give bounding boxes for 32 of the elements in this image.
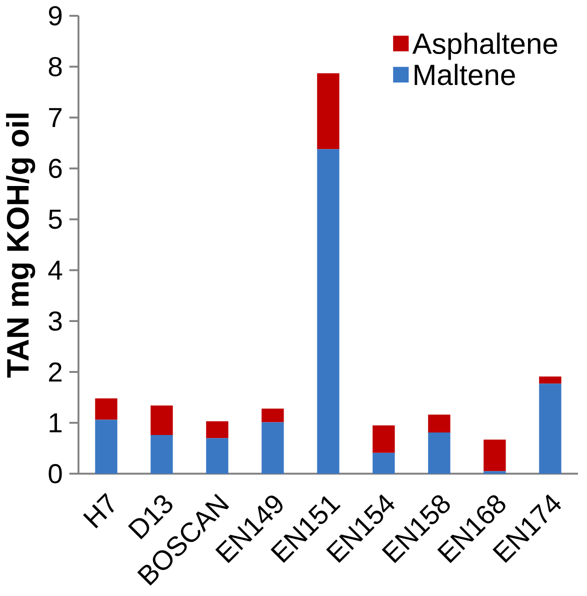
bar <box>206 421 229 438</box>
bar <box>372 425 396 453</box>
y-tick-label: 2 <box>49 362 62 382</box>
bar <box>484 440 506 472</box>
y-tick-label: 4 <box>48 260 62 280</box>
bar <box>539 384 562 474</box>
legend-label: Maltene <box>414 64 516 86</box>
y-tick-label: 7 <box>49 108 62 127</box>
bar <box>95 420 118 474</box>
bar <box>150 435 174 474</box>
y-tick-label: 0 <box>48 464 62 484</box>
bar <box>262 408 284 422</box>
bar <box>484 471 506 474</box>
bar <box>206 438 229 474</box>
y-tick-label: 3 <box>48 311 62 331</box>
y-axis-title: TAN mg KOH/g oil <box>6 114 36 378</box>
legend-label: Asphaltene <box>412 32 558 60</box>
bar <box>428 414 451 432</box>
bar <box>539 376 562 384</box>
y-tick-label: 8 <box>49 56 62 76</box>
bar <box>372 452 396 474</box>
y-tick-label: 9 <box>49 6 62 26</box>
bar <box>95 398 118 420</box>
bar <box>428 432 451 474</box>
x-tick-label: H7 <box>83 492 114 528</box>
y-tick-label: 6 <box>49 158 62 178</box>
bar <box>317 149 340 474</box>
bar <box>150 406 174 436</box>
y-tick-label: 5 <box>48 210 62 229</box>
bar <box>262 422 284 474</box>
y-tick-label: 1 <box>50 413 62 432</box>
bar <box>317 73 340 150</box>
